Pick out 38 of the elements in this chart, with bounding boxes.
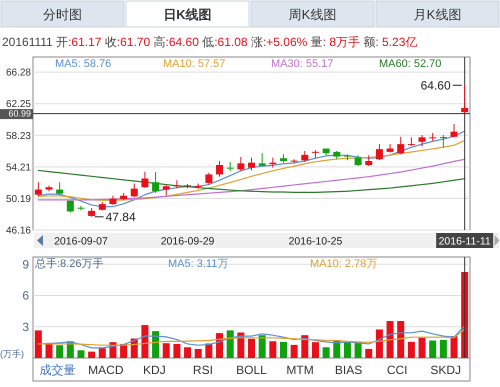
annotation: 47.84 <box>106 210 136 224</box>
text: BIAS <box>334 363 362 377</box>
text: SKDJ <box>430 363 462 377</box>
text: 分时图 <box>43 7 82 22</box>
y-tick-label: 50.19 <box>6 194 32 205</box>
y-tick-label: 58.23 <box>6 130 32 142</box>
text: MA60: 52.70 <box>379 58 442 70</box>
text: MA10: 57.57 <box>163 58 226 70</box>
text: BOLL <box>236 363 268 377</box>
y-tick-label: 62.25 <box>6 99 32 110</box>
y-tick-label: 54.21 <box>6 162 32 174</box>
y-tick-label: 3 <box>22 320 30 334</box>
x-tick-label: 2016-09-07 <box>54 236 108 248</box>
chart-title: 20161111 开:61.17 收:61.70 高:64.60 低:61.08 涨:+5.06% 量: 8万手 额: 5.23亿 <box>2 35 418 49</box>
text: RSI <box>192 363 213 377</box>
y-tick-label: 6 <box>22 288 30 303</box>
x-tick-label: 2016-10-25 <box>288 236 342 248</box>
text: 月K线图 <box>414 7 462 22</box>
annotation: 64.60 <box>420 78 451 92</box>
text: MA5: 3.11万 <box>168 258 228 270</box>
chart-subtitle: 总手:8.26万手 <box>34 257 104 270</box>
text: 周K线图 <box>288 7 336 22</box>
text: KDJ <box>143 363 166 377</box>
x-tick-label: 2016-11-11 <box>438 236 491 248</box>
text: MA30: 55.17 <box>271 58 334 70</box>
text: 成交量 <box>39 363 76 377</box>
y-tick-label: 9 <box>22 257 30 272</box>
y-tick-label: 66.28 <box>6 68 32 79</box>
text: MTM <box>286 363 314 377</box>
ref-line-label: 60.99 <box>8 108 31 119</box>
text: 日K线图 <box>163 7 212 22</box>
text: CCI <box>386 363 408 377</box>
y-axis-title: (万手) <box>0 349 24 360</box>
x-tick-label: 2016-09-29 <box>160 236 215 248</box>
text: MA10: 2.78万 <box>310 258 378 270</box>
text: MA5: 58.76 <box>55 58 112 70</box>
y-tick-label: 46.16 <box>6 226 32 236</box>
text: MACD <box>88 363 124 377</box>
